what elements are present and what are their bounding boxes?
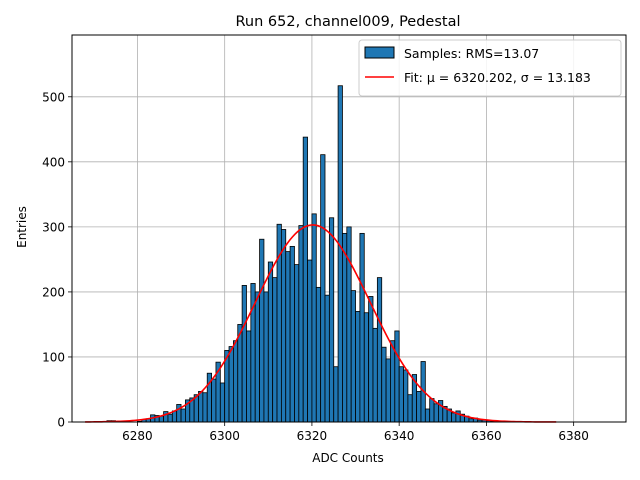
x-axis-label: ADC Counts — [312, 451, 384, 465]
histogram-bar — [363, 312, 370, 423]
histogram-bar — [381, 346, 387, 423]
histogram-bar — [198, 391, 204, 423]
y-axis: 0 100 200 300 400 500 — [42, 90, 72, 430]
histogram-bar — [237, 324, 243, 423]
histogram-bar — [429, 398, 435, 423]
histogram-bar — [294, 264, 300, 423]
legend-samples-swatch — [364, 46, 395, 59]
histogram-bar — [320, 154, 326, 423]
x-tick-label: 6320 — [297, 429, 328, 443]
histogram-bars — [106, 85, 509, 423]
histogram-bar — [302, 136, 308, 423]
histogram-bar — [376, 277, 383, 423]
histogram-bar — [372, 327, 378, 423]
histogram-bar — [298, 225, 304, 423]
x-axis: 6280 6300 6320 6340 6360 6380 — [122, 422, 589, 443]
histogram-bar — [385, 358, 391, 423]
histogram-bar — [342, 232, 348, 423]
histogram-bar — [272, 277, 278, 423]
legend-box — [358, 39, 622, 97]
histogram-bar — [416, 391, 422, 423]
plot-area — [71, 34, 627, 423]
histogram-bar — [233, 340, 239, 423]
histogram-bar — [176, 404, 182, 423]
histogram-bar — [403, 369, 409, 423]
histogram-bar — [324, 294, 330, 423]
histogram-bar — [394, 330, 400, 423]
y-tick-label: 0 — [57, 416, 65, 430]
histogram-bar — [350, 290, 356, 423]
fit-curve — [85, 224, 557, 423]
histogram-bar — [263, 291, 269, 423]
histogram-bar — [254, 291, 260, 423]
y-axis-label: Entries — [15, 206, 29, 248]
y-tick-label: 100 — [42, 350, 65, 364]
x-tick-label: 6360 — [471, 429, 502, 443]
histogram-bar — [167, 413, 173, 423]
histogram-bar — [180, 408, 186, 423]
histogram-bar — [451, 412, 457, 423]
histogram-bar — [433, 403, 439, 423]
histogram-bar — [328, 217, 335, 423]
legend-fit-label: Fit: μ = 6320.202, σ = 13.183 — [404, 70, 591, 85]
histogram-bar — [368, 296, 374, 423]
histogram-bar — [337, 85, 343, 423]
histogram-bar — [241, 285, 247, 423]
histogram-bar — [407, 394, 413, 423]
histogram-bar — [219, 382, 226, 423]
histogram-bar — [390, 340, 396, 423]
y-tick-label: 500 — [42, 90, 65, 104]
x-tick-label: 6380 — [558, 429, 589, 443]
histogram-bar — [259, 238, 265, 423]
y-tick-label: 300 — [42, 220, 65, 234]
x-tick-label: 6300 — [209, 429, 240, 443]
histogram-bar — [307, 259, 313, 423]
histogram-bar — [285, 251, 291, 423]
chart-title: Run 652, channel009, Pedestal — [235, 14, 460, 30]
histogram-bar — [228, 346, 234, 423]
histogram-bar — [211, 378, 217, 423]
histogram-bar — [315, 286, 322, 423]
x-tick-label: 6340 — [384, 429, 415, 443]
histogram-bar — [280, 229, 287, 423]
histogram-bar — [202, 392, 208, 423]
histogram-bar — [398, 366, 404, 423]
histogram-bar — [333, 366, 339, 423]
x-tick-label: 6280 — [122, 429, 153, 443]
legend: Samples: RMS=13.07 Fit: μ = 6320.202, σ … — [358, 39, 622, 97]
histogram-bar — [311, 213, 317, 423]
histogram-bar — [267, 261, 274, 423]
y-tick-label: 200 — [42, 285, 65, 299]
histogram-bar — [355, 311, 361, 423]
histogram-bar — [289, 245, 295, 423]
histogram-bar — [246, 330, 252, 423]
y-tick-label: 400 — [42, 155, 65, 169]
plot-frame — [71, 34, 627, 423]
histogram-bar — [424, 408, 431, 423]
histogram-bar — [359, 232, 365, 423]
legend-samples-label: Samples: RMS=13.07 — [404, 46, 539, 61]
